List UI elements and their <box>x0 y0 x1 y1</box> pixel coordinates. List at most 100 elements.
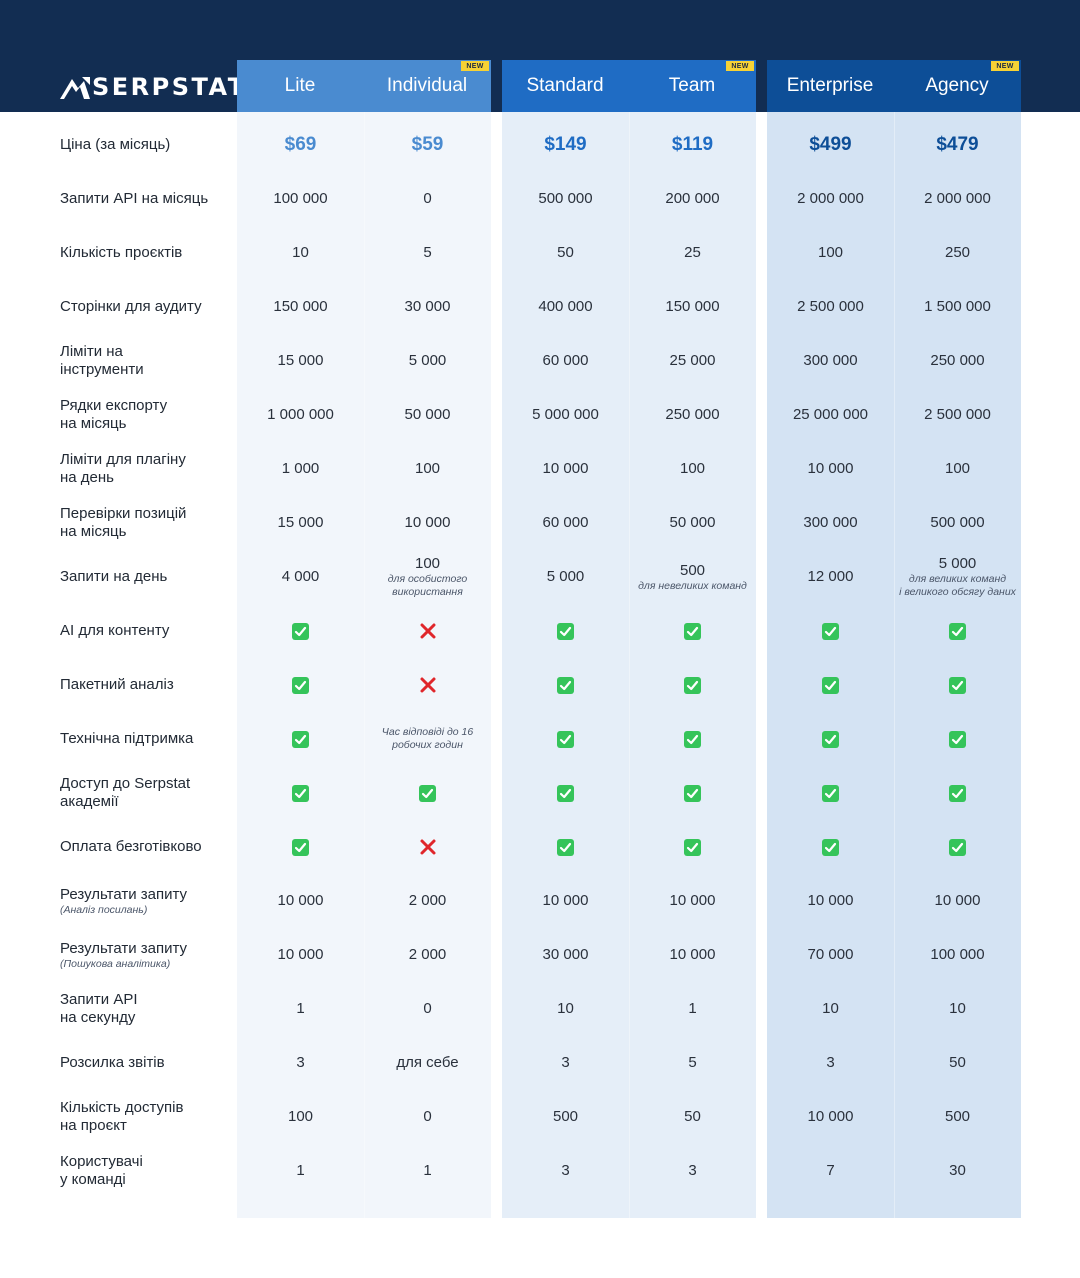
table-cell: 100 для особистого використання <box>364 550 491 604</box>
cell-value: 1 <box>296 1000 305 1017</box>
table-cell <box>237 658 364 712</box>
check-icon <box>557 730 574 748</box>
cell-value: 12 000 <box>807 568 854 585</box>
cell-value: 0 <box>423 190 432 207</box>
table-cell: 10 000 <box>767 874 894 928</box>
table-cell: 500 000 <box>894 496 1021 550</box>
cell-value: 30 000 <box>404 298 451 315</box>
table-cell: 15 000 <box>237 334 364 388</box>
cell-value: 10 000 <box>277 946 324 963</box>
table-cell: 5 <box>629 1036 756 1090</box>
table-cell: 50 000 <box>364 388 491 442</box>
cell-value: 2 500 000 <box>924 406 991 423</box>
cell-value: 300 000 <box>803 514 858 531</box>
cell-value: 1 <box>688 1000 697 1017</box>
row-label-text: Кількість доступів на проєкт <box>60 1099 184 1134</box>
table-cell: 2 500 000 <box>894 388 1021 442</box>
table-cell: 10 <box>894 982 1021 1036</box>
table-cell: 100 <box>767 226 894 280</box>
cross-icon <box>419 676 437 694</box>
cell-value: 10 000 <box>542 892 589 909</box>
plan-name-enterprise[interactable]: Enterprise <box>786 75 874 96</box>
table-cell <box>894 712 1021 766</box>
cell-value: 10 000 <box>807 1108 854 1125</box>
cell-value: 15 000 <box>277 352 324 369</box>
cell-value: 0 <box>423 1108 432 1125</box>
plan-group-background <box>237 112 491 1218</box>
table-cell: для себе <box>364 1036 491 1090</box>
cell-value: 250 000 <box>665 406 720 423</box>
cell-value: 5 000 <box>938 555 977 572</box>
check-icon <box>684 676 701 694</box>
table-cell <box>894 766 1021 820</box>
check-icon <box>684 838 701 856</box>
plan-name-agency[interactable]: Agency <box>925 75 989 96</box>
cell-value: 30 <box>949 1162 966 1179</box>
price-value: $149 <box>544 134 587 155</box>
table-cell: 50 000 <box>629 496 756 550</box>
row-label-text: Кількість проєктів <box>60 244 183 261</box>
row-sublabel: (Аналіз посилань) <box>60 904 148 916</box>
plan-name-team[interactable]: Team <box>668 75 716 96</box>
table-cell: 3 <box>629 1144 756 1198</box>
plan-name-standard[interactable]: Standard <box>526 75 604 96</box>
table-cell: 400 000 <box>502 280 629 334</box>
table-cell: 10 000 <box>767 1090 894 1144</box>
table-cell: 10 000 <box>629 874 756 928</box>
table-cell: 30 <box>894 1144 1021 1198</box>
table-cell: 5 000 <box>364 334 491 388</box>
table-cell: 2 500 000 <box>767 280 894 334</box>
check-icon <box>557 676 574 694</box>
cell-value: 400 000 <box>538 298 593 315</box>
table-cell: 4 000 <box>237 550 364 604</box>
serpstat-logo[interactable]: SERPSTAT <box>60 72 247 102</box>
cell-value: 4 000 <box>281 568 320 585</box>
table-cell: 30 000 <box>502 928 629 982</box>
row-label: Результати запиту (Аналіз посилань) <box>60 874 235 928</box>
cell-value: 3 <box>561 1162 570 1179</box>
table-cell <box>894 658 1021 712</box>
table-cell: 50 <box>502 226 629 280</box>
cell-value: 50 <box>949 1054 966 1071</box>
table-cell <box>502 766 629 820</box>
row-label-text: Запити на день <box>60 568 168 585</box>
cell-value: 50 <box>684 1108 701 1125</box>
cell-value: 10 000 <box>277 892 324 909</box>
cell-value: 150 000 <box>273 298 328 315</box>
row-label: Результати запиту (Пошукова аналітика) <box>60 928 235 982</box>
check-icon <box>949 622 966 640</box>
new-badge: NEW <box>461 61 489 71</box>
table-cell: 50 <box>629 1090 756 1144</box>
row-label-text: Результати запиту <box>60 886 188 903</box>
check-icon <box>292 838 309 856</box>
table-cell: 50 <box>894 1036 1021 1090</box>
table-cell: 1 500 000 <box>894 280 1021 334</box>
table-cell: 300 000 <box>767 496 894 550</box>
table-cell: 2 000 000 <box>894 172 1021 226</box>
row-label: Кількість проєктів <box>60 226 235 280</box>
cell-value: 1 <box>296 1162 305 1179</box>
cell-value: 1 000 <box>281 460 320 477</box>
plan-name-lite[interactable]: Lite <box>284 75 316 96</box>
table-cell: 1 000 000 <box>237 388 364 442</box>
row-label-text: Оплата безготівково <box>60 838 202 855</box>
table-cell <box>767 820 894 874</box>
table-cell: 1 000 <box>237 442 364 496</box>
table-cell: 1 <box>237 1144 364 1198</box>
cell-value: 50 000 <box>669 514 716 531</box>
cell-value: 7 <box>826 1162 835 1179</box>
plan-group-background <box>502 112 756 1218</box>
cell-value: 10 000 <box>807 460 854 477</box>
table-cell: 150 000 <box>237 280 364 334</box>
column-divider <box>629 112 630 1218</box>
table-cell: 70 000 <box>767 928 894 982</box>
check-icon <box>822 622 839 640</box>
table-cell <box>237 820 364 874</box>
cell-value: 60 000 <box>542 514 589 531</box>
table-cell: 10 <box>237 226 364 280</box>
row-label-text: Ціна (за місяць) <box>60 136 171 153</box>
table-cell: 10 <box>502 982 629 1036</box>
table-cell <box>629 658 756 712</box>
row-label: Перевірки позицій на місяць <box>60 496 235 550</box>
plan-name-individual[interactable]: Individual <box>386 75 468 96</box>
